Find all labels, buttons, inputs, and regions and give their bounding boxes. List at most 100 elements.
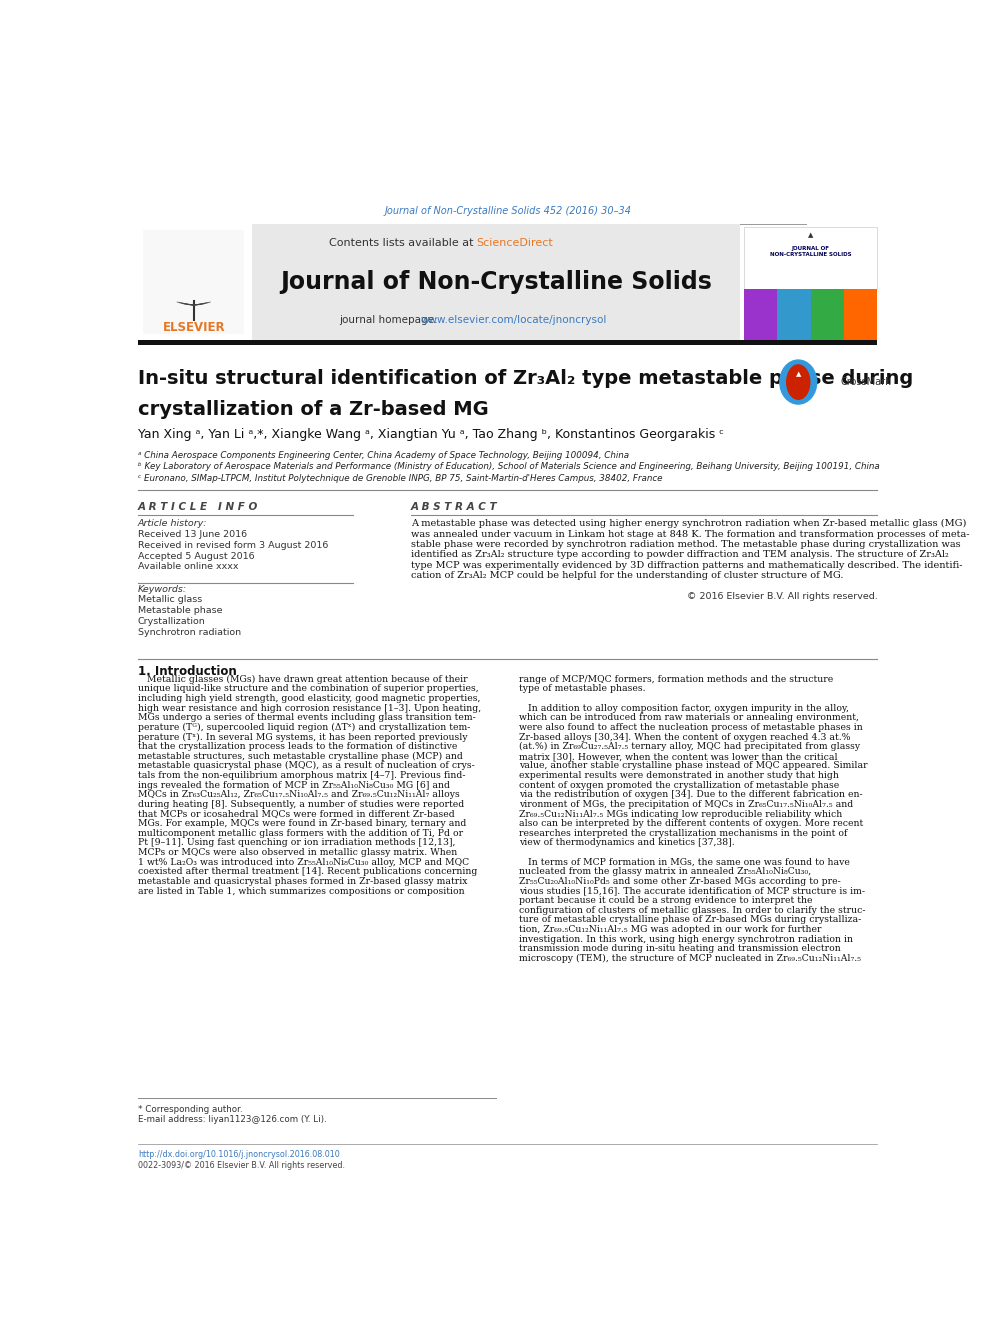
FancyBboxPatch shape xyxy=(744,288,778,340)
Text: investigation. In this work, using high energy synchrotron radiation in: investigation. In this work, using high … xyxy=(519,934,853,943)
Text: (at.%) in Zr₆₉Cu₂₇.₅Al₇.₅ ternary alloy, MQC had precipitated from glassy: (at.%) in Zr₆₉Cu₂₇.₅Al₇.₅ ternary alloy,… xyxy=(519,742,860,751)
Text: www.elsevier.com/locate/jnoncrysol: www.elsevier.com/locate/jnoncrysol xyxy=(421,315,607,325)
Text: range of MCP/MQC formers, formation methods and the structure: range of MCP/MQC formers, formation meth… xyxy=(519,675,833,684)
Text: Journal of Non-Crystalline Solids 452 (2016) 30–34: Journal of Non-Crystalline Solids 452 (2… xyxy=(385,206,632,216)
Text: 1 wt% La₂O₃ was introduced into Zr₅₅Al₁₀Ni₈Cu₃₀ alloy, MCP and MQC: 1 wt% La₂O₃ was introduced into Zr₅₅Al₁₀… xyxy=(138,857,469,867)
Text: that MCPs or icosahedral MQCs were formed in different Zr-based: that MCPs or icosahedral MQCs were forme… xyxy=(138,810,454,819)
Text: ᵇ Key Laboratory of Aerospace Materials and Performance (Ministry of Education),: ᵇ Key Laboratory of Aerospace Materials … xyxy=(138,462,880,471)
Text: Metallic glasses (MGs) have drawn great attention because of their: Metallic glasses (MGs) have drawn great … xyxy=(138,675,467,684)
Text: multicomponent metallic glass formers with the addition of Ti, Pd or: multicomponent metallic glass formers wi… xyxy=(138,828,463,837)
Text: ᶜ Euronano, SIMap-LTPCM, Institut Polytechnique de Grenoble INPG, BP 75, Saint-M: ᶜ Euronano, SIMap-LTPCM, Institut Polyte… xyxy=(138,474,663,483)
Text: ▲: ▲ xyxy=(796,370,801,377)
Text: tion, Zr₆₉.₅Cu₁₂Ni₁₁Al₇.₅ MG was adopted in our work for further: tion, Zr₆₉.₅Cu₁₂Ni₁₁Al₇.₅ MG was adopted… xyxy=(519,925,821,934)
Text: type MCP was experimentally evidenced by 3D diffraction patterns and mathematica: type MCP was experimentally evidenced by… xyxy=(411,561,962,570)
Text: ELSEVIER: ELSEVIER xyxy=(163,321,225,335)
Text: Synchrotron radiation: Synchrotron radiation xyxy=(138,628,241,636)
Text: metastable and quasicrystal phases formed in Zr-based glassy matrix: metastable and quasicrystal phases forme… xyxy=(138,877,467,886)
Text: crystallization of a Zr-based MG: crystallization of a Zr-based MG xyxy=(138,400,489,418)
Text: A metastable phase was detected using higher energy synchrotron radiation when Z: A metastable phase was detected using hi… xyxy=(411,519,966,528)
Text: A B S T R A C T: A B S T R A C T xyxy=(411,501,497,512)
Text: metastable quasicrystal phase (MQC), as a result of nucleation of crys-: metastable quasicrystal phase (MQC), as … xyxy=(138,761,475,770)
Text: content of oxygen promoted the crystallization of metastable phase: content of oxygen promoted the crystalli… xyxy=(519,781,839,790)
Text: stable phase were recorded by synchrotron radiation method. The metastable phase: stable phase were recorded by synchrotro… xyxy=(411,540,960,549)
Text: Pt [9–11]. Using fast quenching or ion irradiation methods [12,13],: Pt [9–11]. Using fast quenching or ion i… xyxy=(138,839,455,848)
Text: journal homepage:: journal homepage: xyxy=(339,315,441,325)
FancyBboxPatch shape xyxy=(252,224,740,340)
Text: Metastable phase: Metastable phase xyxy=(138,606,222,615)
Text: In-situ structural identification of Zr₃Al₂ type metastable phase during: In-situ structural identification of Zr₃… xyxy=(138,369,914,388)
Text: 1. Introduction: 1. Introduction xyxy=(138,665,237,679)
Text: also can be interpreted by the different contents of oxygen. More recent: also can be interpreted by the different… xyxy=(519,819,863,828)
Text: Available online xxxx: Available online xxxx xyxy=(138,562,238,572)
Text: * Corresponding author.: * Corresponding author. xyxy=(138,1105,243,1114)
Text: http://dx.doi.org/10.1016/j.jnoncrysol.2016.08.010: http://dx.doi.org/10.1016/j.jnoncrysol.2… xyxy=(138,1150,339,1159)
Text: ▲: ▲ xyxy=(807,233,813,238)
Text: were also found to affect the nucleation process of metastable phases in: were also found to affect the nucleation… xyxy=(519,722,863,732)
FancyBboxPatch shape xyxy=(138,340,877,345)
Text: which can be introduced from raw materials or annealing environment,: which can be introduced from raw materia… xyxy=(519,713,859,722)
FancyBboxPatch shape xyxy=(744,226,877,288)
FancyBboxPatch shape xyxy=(778,288,810,340)
Text: A R T I C L E   I N F O: A R T I C L E I N F O xyxy=(138,501,258,512)
Text: MQCs in Zr₆₃Cu₂₅Al₁₂, Zr₆₅Cu₁₇.₅Ni₁₀Al₇.₅ and Zr₆₉.₅Cu₁₂Ni₁₁Al₇ alloys: MQCs in Zr₆₃Cu₂₅Al₁₂, Zr₆₅Cu₁₇.₅Ni₁₀Al₇.… xyxy=(138,790,459,799)
FancyBboxPatch shape xyxy=(138,224,252,340)
Text: value, another stable crystalline phase instead of MQC appeared. Similar: value, another stable crystalline phase … xyxy=(519,762,868,770)
Text: coexisted after thermal treatment [14]. Recent publications concerning: coexisted after thermal treatment [14]. … xyxy=(138,868,477,876)
Text: perature (Tᴳ), supercooled liquid region (ΔTˣ) and crystallization tem-: perature (Tᴳ), supercooled liquid region… xyxy=(138,722,470,732)
Text: cation of Zr₃Al₂ MCP could be helpful for the understanding of cluster structure: cation of Zr₃Al₂ MCP could be helpful fo… xyxy=(411,572,843,581)
Text: tals from the non-equilibrium amorphous matrix [4–7]. Previous find-: tals from the non-equilibrium amorphous … xyxy=(138,771,465,781)
Text: Received 13 June 2016: Received 13 June 2016 xyxy=(138,531,247,538)
Text: Accepted 5 August 2016: Accepted 5 August 2016 xyxy=(138,552,255,561)
FancyBboxPatch shape xyxy=(810,288,844,340)
Text: CrossMark: CrossMark xyxy=(840,377,891,388)
Text: transmission mode during in-situ heating and transmission electron: transmission mode during in-situ heating… xyxy=(519,945,841,954)
Text: researches interpreted the crystallization mechanisms in the point of: researches interpreted the crystallizati… xyxy=(519,828,848,837)
Text: Received in revised form 3 August 2016: Received in revised form 3 August 2016 xyxy=(138,541,328,550)
Text: identified as Zr₃Al₂ structure type according to powder diffraction and TEM anal: identified as Zr₃Al₂ structure type acco… xyxy=(411,550,948,560)
Text: configuration of clusters of metallic glasses. In order to clarify the struc-: configuration of clusters of metallic gl… xyxy=(519,906,866,914)
Text: ture of metastable crystalline phase of Zr-based MGs during crystalliza-: ture of metastable crystalline phase of … xyxy=(519,916,861,925)
Text: was annealed under vacuum in Linkam hot stage at 848 K. The formation and transf: was annealed under vacuum in Linkam hot … xyxy=(411,529,969,538)
Text: ᵃ China Aerospace Components Engineering Center, China Academy of Space Technolo: ᵃ China Aerospace Components Engineering… xyxy=(138,451,629,459)
Text: microscopy (TEM), the structure of MCP nucleated in Zr₆₉.₅Cu₁₂Ni₁₁Al₇.₅: microscopy (TEM), the structure of MCP n… xyxy=(519,954,861,963)
Text: type of metastable phases.: type of metastable phases. xyxy=(519,684,646,693)
Text: perature (Tˣ). In several MG systems, it has been reported previously: perature (Tˣ). In several MG systems, it… xyxy=(138,733,467,742)
Text: ings revealed the formation of MCP in Zr₅₅Al₁₀Ni₈Cu₃₀ MG [6] and: ings revealed the formation of MCP in Zr… xyxy=(138,781,450,790)
Text: nucleated from the glassy matrix in annealed Zr₅₅Al₁₀Ni₈Cu₃₀,: nucleated from the glassy matrix in anne… xyxy=(519,868,811,876)
Text: © 2016 Elsevier B.V. All rights reserved.: © 2016 Elsevier B.V. All rights reserved… xyxy=(686,591,877,601)
Text: In terms of MCP formation in MGs, the same one was found to have: In terms of MCP formation in MGs, the sa… xyxy=(519,857,850,867)
Text: Contents lists available at: Contents lists available at xyxy=(328,238,476,249)
Text: E-mail address: liyan1123@126.com (Y. Li).: E-mail address: liyan1123@126.com (Y. Li… xyxy=(138,1115,326,1125)
Text: that the crystallization process leads to the formation of distinctive: that the crystallization process leads t… xyxy=(138,742,457,751)
Text: Article history:: Article history: xyxy=(138,519,207,528)
Text: ScienceDirect: ScienceDirect xyxy=(476,238,554,249)
Text: Keywords:: Keywords: xyxy=(138,585,187,594)
Text: MGs. For example, MQCs were found in Zr-based binary, ternary and: MGs. For example, MQCs were found in Zr-… xyxy=(138,819,466,828)
Text: metastable structures, such metastable crystalline phase (MCP) and: metastable structures, such metastable c… xyxy=(138,751,463,761)
Text: experimental results were demonstrated in another study that high: experimental results were demonstrated i… xyxy=(519,771,839,781)
Text: including high yield strength, good elasticity, good magnetic properties,: including high yield strength, good elas… xyxy=(138,695,480,703)
Text: Yan Xing ᵃ, Yan Li ᵃ,*, Xiangke Wang ᵃ, Xiangtian Yu ᵃ, Tao Zhang ᵇ, Konstantino: Yan Xing ᵃ, Yan Li ᵃ,*, Xiangke Wang ᵃ, … xyxy=(138,427,724,441)
Ellipse shape xyxy=(787,365,809,400)
FancyBboxPatch shape xyxy=(144,230,244,335)
Text: Zr₅₅Cu₂₀Al₁₀Ni₁₀Pd₅ and some other Zr-based MGs according to pre-: Zr₅₅Cu₂₀Al₁₀Ni₁₀Pd₅ and some other Zr-ba… xyxy=(519,877,841,886)
Text: MCPs or MQCs were also observed in metallic glassy matrix. When: MCPs or MQCs were also observed in metal… xyxy=(138,848,457,857)
Text: vious studies [15,16]. The accurate identification of MCP structure is im-: vious studies [15,16]. The accurate iden… xyxy=(519,886,865,896)
Text: during heating [8]. Subsequently, a number of studies were reported: during heating [8]. Subsequently, a numb… xyxy=(138,800,464,808)
Ellipse shape xyxy=(780,360,816,404)
Text: MGs undergo a series of thermal events including glass transition tem-: MGs undergo a series of thermal events i… xyxy=(138,713,476,722)
Text: Crystallization: Crystallization xyxy=(138,617,205,626)
Text: portant because it could be a strong evidence to interpret the: portant because it could be a strong evi… xyxy=(519,896,812,905)
Text: 0022-3093/© 2016 Elsevier B.V. All rights reserved.: 0022-3093/© 2016 Elsevier B.V. All right… xyxy=(138,1162,345,1171)
Text: via the redistribution of oxygen [34]. Due to the different fabrication en-: via the redistribution of oxygen [34]. D… xyxy=(519,790,863,799)
Text: view of thermodynamics and kinetics [37,38].: view of thermodynamics and kinetics [37,… xyxy=(519,839,735,848)
FancyBboxPatch shape xyxy=(844,288,877,340)
Text: vironment of MGs, the precipitation of MQCs in Zr₆₅Cu₁₇.₅Ni₁₀Al₇.₅ and: vironment of MGs, the precipitation of M… xyxy=(519,800,853,808)
Text: matrix [30]. However, when the content was lower than the critical: matrix [30]. However, when the content w… xyxy=(519,751,838,761)
Text: Metallic glass: Metallic glass xyxy=(138,595,202,605)
Text: high wear resistance and high corrosion resistance [1–3]. Upon heating,: high wear resistance and high corrosion … xyxy=(138,704,481,713)
Text: In addition to alloy composition factor, oxygen impurity in the alloy,: In addition to alloy composition factor,… xyxy=(519,704,849,713)
Text: Journal of Non-Crystalline Solids: Journal of Non-Crystalline Solids xyxy=(280,270,712,294)
Text: are listed in Table 1, which summarizes compositions or composition: are listed in Table 1, which summarizes … xyxy=(138,886,464,896)
Text: Zr₆₉.₅Cu₁₂Ni₁₁Al₇.₅ MGs indicating low reproducible reliability which: Zr₆₉.₅Cu₁₂Ni₁₁Al₇.₅ MGs indicating low r… xyxy=(519,810,842,819)
